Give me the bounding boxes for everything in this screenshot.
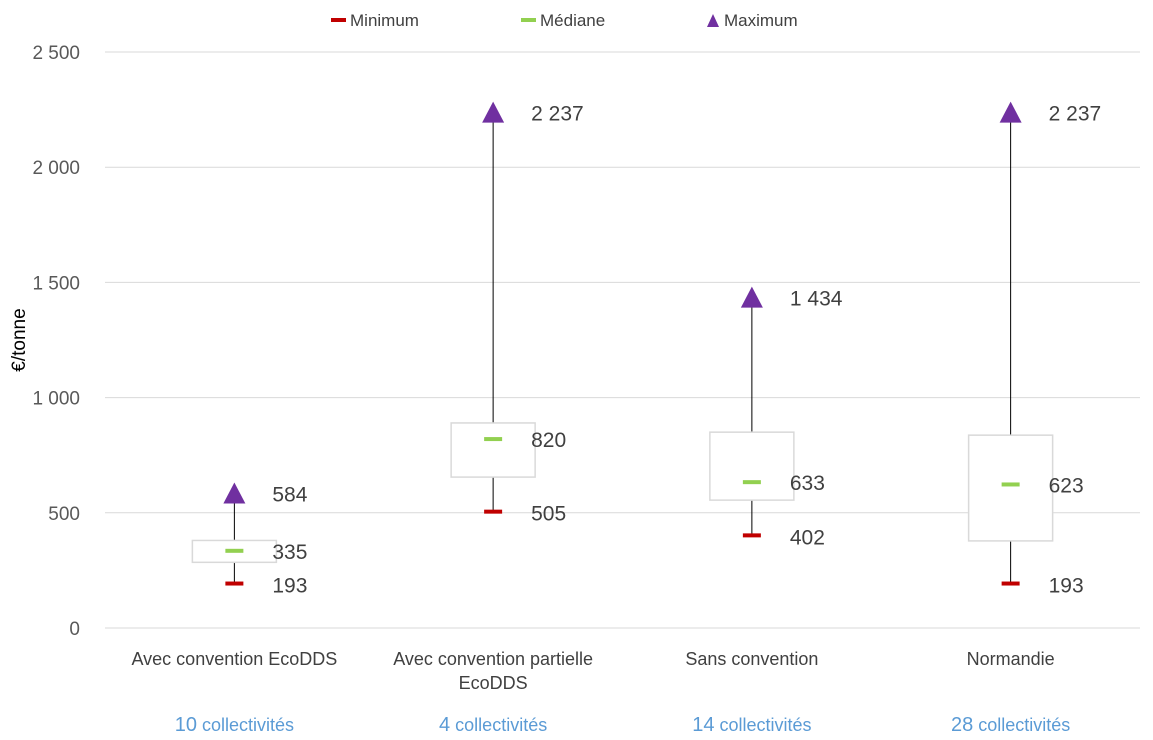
y-tick-label: 2 000 bbox=[32, 158, 80, 179]
median-marker bbox=[1001, 482, 1020, 487]
maximum-data-label: 1 434 bbox=[790, 288, 843, 311]
count-text: collectivités bbox=[197, 715, 294, 735]
legend-minimum-label: Minimum bbox=[350, 11, 419, 30]
category-count-note: 14 collectivités bbox=[692, 714, 811, 736]
box-group: 584 335 193 bbox=[191, 482, 308, 598]
y-axis-label: €/tonne bbox=[9, 308, 30, 371]
legend-minimum-marker bbox=[331, 18, 346, 22]
minimum-data-label: 193 bbox=[272, 575, 307, 598]
y-tick-label: 2 500 bbox=[32, 43, 80, 64]
median-data-label: 633 bbox=[790, 472, 825, 495]
median-data-label: 335 bbox=[272, 541, 307, 564]
median-marker bbox=[742, 480, 761, 485]
maximum-marker bbox=[999, 101, 1022, 123]
y-tick-label: 1 500 bbox=[32, 273, 80, 294]
count-text: collectivités bbox=[714, 715, 811, 735]
iqr-box bbox=[709, 431, 795, 501]
legend: Minimum Médiane Maximum bbox=[331, 11, 798, 30]
iqr-box bbox=[450, 422, 536, 478]
minimum-data-label: 193 bbox=[1049, 575, 1084, 598]
legend-median-marker bbox=[521, 18, 536, 22]
y-tick-label: 500 bbox=[48, 504, 80, 525]
median-marker bbox=[484, 437, 503, 442]
category-label: EcoDDS bbox=[459, 673, 528, 693]
gridlines bbox=[105, 51, 1140, 629]
maximum-marker bbox=[482, 101, 505, 123]
minimum-marker bbox=[225, 581, 244, 586]
box-group: 2 237 820 505 bbox=[450, 101, 584, 526]
median-marker bbox=[225, 548, 244, 553]
count-number: 28 bbox=[951, 714, 973, 736]
y-tick-labels: 0 500 1 000 1 500 2 000 2 500 bbox=[32, 43, 80, 640]
box-group: 2 237 623 193 bbox=[967, 101, 1102, 598]
median-data-label: 820 bbox=[531, 429, 566, 452]
category-count-note: 28 collectivités bbox=[951, 714, 1070, 736]
iqr-box bbox=[967, 434, 1054, 542]
maximum-data-label: 584 bbox=[272, 483, 307, 506]
minimum-marker bbox=[484, 509, 503, 514]
count-number: 14 bbox=[692, 714, 714, 736]
count-text: collectivités bbox=[450, 715, 547, 735]
minimum-marker bbox=[1001, 581, 1020, 586]
minimum-data-label: 402 bbox=[790, 526, 825, 549]
maximum-marker bbox=[223, 482, 246, 504]
count-number: 10 bbox=[175, 714, 197, 736]
category-count-note: 4 collectivités bbox=[439, 714, 547, 736]
median-data-label: 623 bbox=[1049, 474, 1084, 497]
y-tick-label: 0 bbox=[69, 619, 80, 640]
maximum-data-label: 2 237 bbox=[1049, 103, 1102, 126]
category-labels: Avec convention EcoDDS 10 collectivités Av… bbox=[131, 649, 1070, 736]
category-label: Avec convention partielle bbox=[393, 649, 593, 669]
minimum-data-label: 505 bbox=[531, 503, 566, 526]
maximum-marker bbox=[740, 286, 763, 308]
y-tick-label: 1 000 bbox=[32, 389, 80, 410]
minimum-marker bbox=[742, 533, 761, 538]
category-label: Sans convention bbox=[685, 649, 818, 669]
legend-maximum-marker bbox=[707, 14, 719, 27]
legend-median-label: Médiane bbox=[540, 11, 605, 30]
boxes: 584 335 193 2 237 820 505 1 434 633 402 2 237 623 1… bbox=[191, 101, 1102, 598]
category-label: Normandie bbox=[967, 649, 1055, 669]
count-number: 4 bbox=[439, 714, 450, 736]
category-count-note: 10 collectivités bbox=[175, 714, 294, 736]
legend-maximum-label: Maximum bbox=[724, 11, 798, 30]
box-group: 1 434 633 402 bbox=[709, 286, 843, 549]
maximum-data-label: 2 237 bbox=[531, 103, 584, 126]
category-label: Avec convention EcoDDS bbox=[131, 649, 337, 669]
count-text: collectivités bbox=[973, 715, 1070, 735]
